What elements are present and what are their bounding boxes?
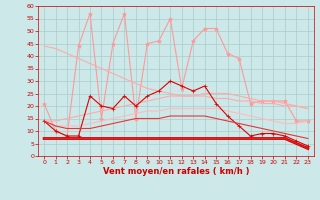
X-axis label: Vent moyen/en rafales ( km/h ): Vent moyen/en rafales ( km/h ) bbox=[103, 167, 249, 176]
